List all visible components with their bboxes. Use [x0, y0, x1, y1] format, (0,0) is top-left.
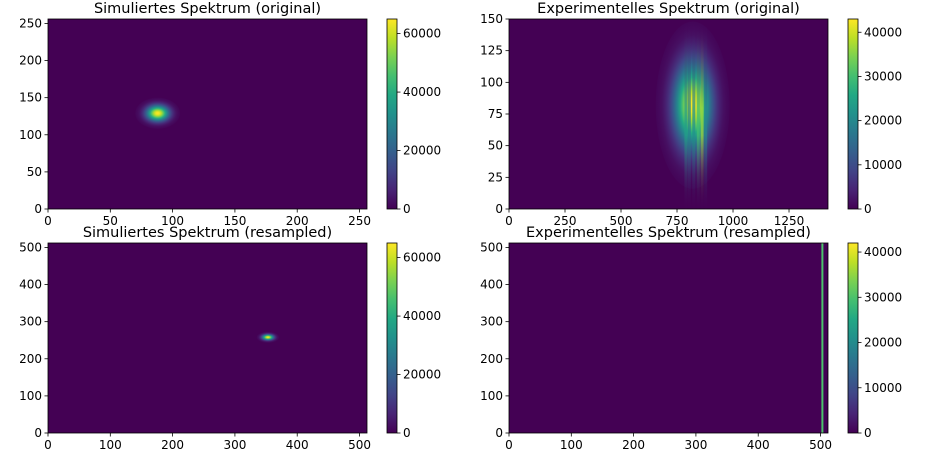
- y-tick-label: 500: [480, 240, 503, 254]
- x-tick-label: 400: [747, 438, 770, 452]
- y-tick-label: 75: [488, 107, 503, 121]
- colorbar-tick-label: 30000: [864, 69, 902, 83]
- colorbar-tick-label: 60000: [403, 251, 441, 265]
- heatmap-background: [48, 243, 367, 433]
- spectrum-peak: [256, 331, 280, 343]
- y-tick-label: 200: [19, 54, 42, 68]
- x-tick-label: 400: [286, 438, 309, 452]
- y-tick-label: 50: [488, 139, 503, 153]
- panel-3: 0 100 200 300 400 500 0 100 200 300 400 500 Simulier…: [19, 225, 441, 452]
- spectrum-streak: [700, 25, 704, 209]
- heatmap-background: [509, 243, 828, 433]
- y-tick-label: 500: [19, 240, 42, 254]
- axes-frame: [47, 18, 368, 210]
- colorbar-tick-label: 40000: [864, 25, 902, 39]
- panel-title: Experimentelles Spektrum (resampled): [526, 225, 811, 241]
- x-tick-label: 1000: [718, 214, 749, 228]
- colorbar-tick-label: 0: [864, 202, 872, 216]
- spectrum-line: [821, 243, 824, 433]
- x-tick-label: 0: [505, 438, 513, 452]
- colorbar: [386, 18, 398, 210]
- colorbar-tick-label: 20000: [403, 144, 441, 158]
- colorbar-tick-label: 10000: [864, 158, 902, 172]
- x-tick-label: 0: [505, 214, 513, 228]
- x-tick-label: 200: [161, 438, 184, 452]
- y-tick-label: 200: [19, 352, 42, 366]
- y-tick-label: 150: [19, 91, 42, 105]
- panel-2: 0 250 500 750 1000 1250 0 25 50 75 100 125 150 Experi…: [480, 1, 902, 228]
- panel-title: Simuliertes Spektrum (original): [94, 1, 321, 17]
- colorbar-tick-label: 10000: [864, 381, 902, 395]
- x-tick-label: 50: [103, 214, 118, 228]
- axes-frame: [508, 242, 829, 434]
- y-tick-label: 0: [495, 202, 503, 216]
- colorbar-tick-label: 60000: [403, 27, 441, 41]
- colorbar-tick-label: 40000: [403, 309, 441, 323]
- colorbar-tick-label: 20000: [864, 114, 902, 128]
- x-tick-label: 150: [223, 214, 246, 228]
- y-tick-label: 100: [19, 128, 42, 142]
- spectrum-streak: [684, 25, 688, 209]
- y-tick-label: 25: [488, 170, 503, 184]
- spectrum-streak: [687, 25, 691, 209]
- x-tick-label: 200: [286, 214, 309, 228]
- panel-1: 0 50 100 150 200 250 0 50 100 150 200 250 Simulierte…: [19, 1, 441, 228]
- spectrum-peak: [135, 97, 181, 129]
- colorbar-tick-label: 30000: [864, 290, 902, 304]
- colorbar: [847, 242, 859, 434]
- y-tick-label: 200: [480, 352, 503, 366]
- colorbar-tick-label: 40000: [864, 245, 902, 259]
- x-tick-label: 250: [348, 214, 371, 228]
- spectrum-streak: [704, 25, 708, 209]
- axes-frame: [47, 242, 368, 434]
- panel-title: Simuliertes Spektrum (resampled): [83, 225, 332, 241]
- y-tick-label: 0: [34, 202, 42, 216]
- x-tick-label: 500: [809, 438, 832, 452]
- y-tick-label: 300: [19, 315, 42, 329]
- x-tick-label: 100: [99, 438, 122, 452]
- y-tick-label: 100: [480, 389, 503, 403]
- panel-title: Experimentelles Spektrum (original): [537, 1, 800, 17]
- x-tick-label: 200: [622, 438, 645, 452]
- heatmap-background: [48, 19, 367, 209]
- x-tick-label: 300: [684, 438, 707, 452]
- x-tick-label: 100: [161, 214, 184, 228]
- y-tick-label: 100: [19, 389, 42, 403]
- spectrum-streak: [696, 25, 700, 209]
- colorbar-tick-label: 0: [403, 426, 411, 440]
- x-tick-label: 500: [610, 214, 633, 228]
- colorbar: [386, 242, 398, 434]
- y-tick-label: 400: [480, 278, 503, 292]
- x-tick-label: 1250: [774, 214, 805, 228]
- colorbar-tick-label: 20000: [403, 368, 441, 382]
- panel-4: 0 100 200 300 400 500 0 100 200 300 400 500 Experime…: [480, 225, 902, 452]
- y-tick-label: 400: [19, 278, 42, 292]
- x-tick-label: 0: [44, 438, 52, 452]
- y-tick-label: 300: [480, 315, 503, 329]
- colorbar: [847, 18, 859, 210]
- y-tick-label: 100: [480, 75, 503, 89]
- x-tick-label: 250: [554, 214, 577, 228]
- y-tick-label: 150: [480, 12, 503, 26]
- y-tick-label: 125: [480, 44, 503, 58]
- y-tick-label: 250: [19, 16, 42, 30]
- y-tick-label: 0: [34, 426, 42, 440]
- x-tick-label: 300: [223, 438, 246, 452]
- colorbar-tick-label: 40000: [403, 85, 441, 99]
- x-tick-label: 500: [348, 438, 371, 452]
- x-tick-label: 100: [560, 438, 583, 452]
- spectrum-streak: [692, 25, 696, 209]
- x-tick-label: 0: [44, 214, 52, 228]
- colorbar-tick-label: 0: [403, 202, 411, 216]
- y-tick-label: 50: [27, 165, 42, 179]
- x-tick-label: 750: [666, 214, 689, 228]
- colorbar-tick-label: 20000: [864, 336, 902, 350]
- colorbar-tick-label: 0: [864, 426, 872, 440]
- y-tick-label: 0: [495, 426, 503, 440]
